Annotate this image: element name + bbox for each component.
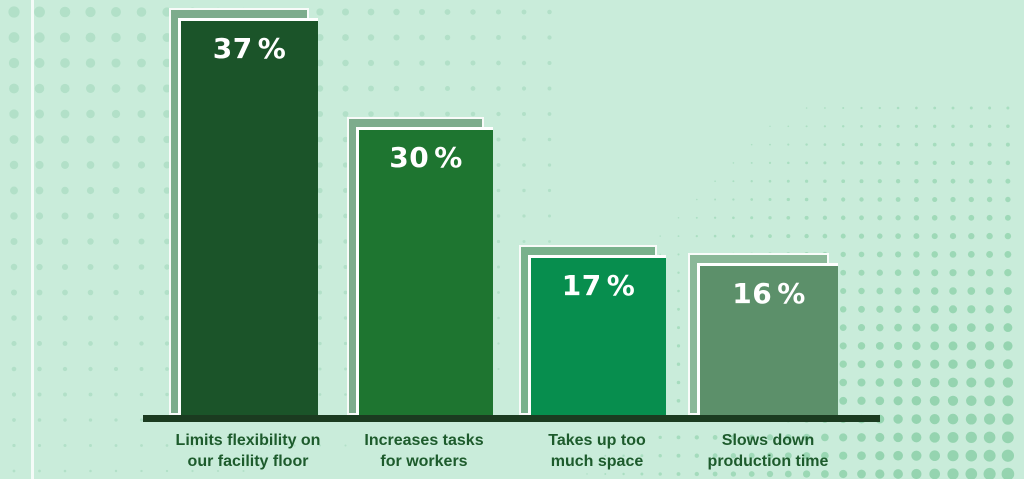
- category-label-line: Slows down: [721, 432, 815, 449]
- category-label-line: Takes up too: [548, 432, 646, 449]
- bar-value-label: 16%: [732, 277, 806, 310]
- category-label-line: our facility floor: [187, 453, 309, 470]
- bar-value-label: 37%: [212, 32, 287, 65]
- category-label-line: production time: [707, 453, 829, 470]
- bar-value-label: 17%: [561, 269, 636, 302]
- bar-fill: 30%: [356, 127, 493, 415]
- bar-limits-flexibility: 37%: [169, 8, 318, 415]
- bar-fill: 16%: [697, 263, 838, 415]
- bottom-white-strip: [0, 479, 1024, 484]
- category-label-slows-production: Slows down production time: [663, 430, 873, 472]
- category-label-line: Limits flexibility on: [175, 432, 321, 449]
- x-axis-line: [143, 415, 880, 422]
- category-label-line: for workers: [380, 453, 468, 470]
- category-label-line: Increases tasks: [364, 432, 484, 449]
- bar-increases-tasks: 30%: [347, 117, 493, 415]
- bar-takes-up-space: 17%: [519, 245, 666, 415]
- bar-slows-production: 16%: [688, 253, 838, 415]
- category-label-increases-tasks: Increases tasks for workers: [319, 430, 529, 472]
- category-label-takes-up-space: Takes up too much space: [492, 430, 702, 472]
- bar-value-label: 30%: [389, 141, 463, 174]
- category-label-limits-flexibility: Limits flexibility on our facility floor: [143, 430, 353, 472]
- category-label-line: much space: [550, 453, 644, 470]
- bar-fill: 37%: [178, 18, 318, 415]
- bar-fill: 17%: [528, 255, 666, 415]
- left-decorative-stripe: [31, 0, 34, 484]
